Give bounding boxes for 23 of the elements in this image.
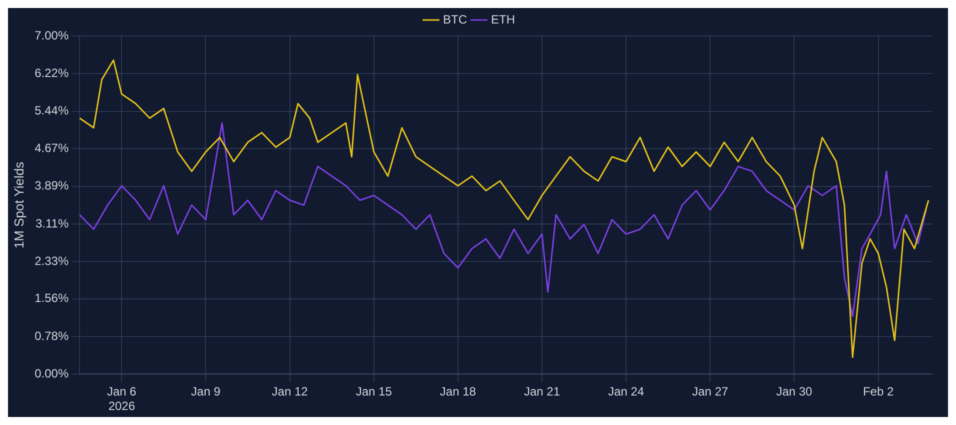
y-tick-label: 6.22% bbox=[34, 66, 69, 80]
x-tick-label: Jan 18 bbox=[440, 384, 476, 399]
x-tick-label: Feb 2 bbox=[862, 384, 894, 399]
y-axis-title: 1M Spot Yields bbox=[11, 161, 26, 248]
x-tick-label: Jan 12 bbox=[272, 384, 308, 399]
y-tick-label: 3.89% bbox=[34, 178, 69, 193]
y-tick-label: 5.44% bbox=[34, 104, 69, 118]
x-tick-label: Jan 24 bbox=[608, 384, 644, 399]
y-tick-label: 7.00% bbox=[34, 28, 69, 42]
x-tick-label: Jan 30 bbox=[776, 384, 813, 399]
x-tick-label: Jan 6 2026 bbox=[106, 384, 137, 414]
y-tick-label: 0.00% bbox=[34, 366, 69, 381]
legend-label: ETH bbox=[491, 12, 515, 26]
y-tick-label: 2.33% bbox=[34, 254, 69, 268]
y-tick-label: 1.56% bbox=[34, 291, 69, 306]
y-tick-label: 4.67% bbox=[34, 140, 69, 155]
y-tick-label: 3.11% bbox=[35, 216, 69, 230]
x-tick-label: Jan 27 bbox=[692, 384, 728, 399]
x-tick-label: Jan 21 bbox=[524, 384, 560, 399]
x-tick-label: Jan 9 bbox=[191, 384, 221, 399]
y-tick-label: 0.78% bbox=[34, 328, 69, 343]
legend-label: BTC bbox=[443, 12, 468, 26]
x-tick-label: Jan 15 bbox=[356, 384, 392, 399]
